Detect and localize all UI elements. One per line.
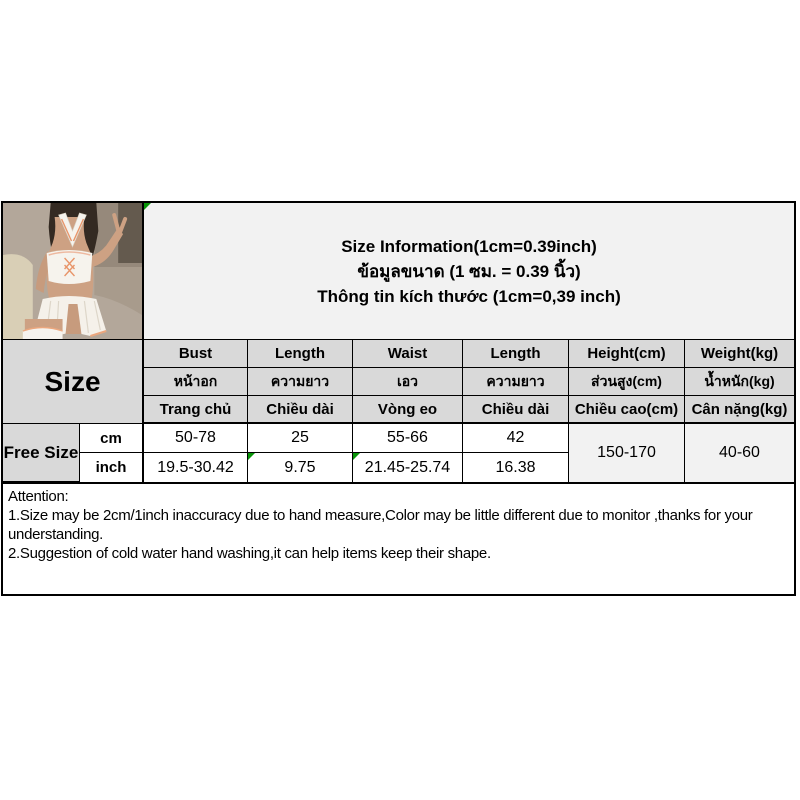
cell-corner-flag-icon bbox=[353, 453, 360, 460]
col-header-length-th: ความยาว bbox=[248, 368, 353, 396]
cell-corner-flag-icon bbox=[144, 203, 151, 210]
col-header-waist-en: Waist bbox=[353, 340, 463, 368]
size-chart-table: Size Information(1cm=0.39inch) ข้อมูลขนา… bbox=[1, 201, 796, 596]
col-header-height-en: Height(cm) bbox=[569, 340, 685, 368]
length-inch-value: 9.75 bbox=[248, 453, 353, 482]
title-line-vietnamese: Thông tin kích thước (1cm=0,39 inch) bbox=[317, 286, 621, 306]
col-header-length-vi: Chiều dài bbox=[248, 396, 353, 424]
attention-note-2: 2.Suggestion of cold water hand washing,… bbox=[8, 545, 491, 562]
unit-label-inch: inch bbox=[80, 453, 144, 482]
waist-inch-text: 21.45-25.74 bbox=[364, 458, 451, 476]
length-inch-text: 9.75 bbox=[284, 458, 316, 476]
bust-cm-value: 50-78 bbox=[144, 424, 248, 453]
cell-corner-flag-icon bbox=[248, 453, 255, 460]
col-header-length-en: Length bbox=[248, 340, 353, 368]
col-header-weight-vi: Cân nặng(kg) bbox=[685, 396, 794, 424]
weight-value: 40-60 bbox=[685, 424, 794, 482]
col-header-weight-th: น้ำหนัก(kg) bbox=[685, 368, 794, 396]
unit-label-cm: cm bbox=[80, 424, 144, 453]
col-header-length2-en: Length bbox=[463, 340, 569, 368]
col-header-bust-th: หน้าอก bbox=[144, 368, 248, 396]
product-photo-illustration bbox=[3, 203, 142, 339]
col-header-bust-vi: Trang chủ bbox=[144, 396, 248, 424]
length2-cm-value: 42 bbox=[463, 424, 569, 453]
col-header-waist-vi: Vòng eo bbox=[353, 396, 463, 424]
product-photo bbox=[3, 203, 144, 340]
height-value: 150-170 bbox=[569, 424, 685, 482]
col-header-weight-en: Weight(kg) bbox=[685, 340, 794, 368]
col-header-waist-th: เอว bbox=[353, 368, 463, 396]
col-header-height-th: ส่วนสูง(cm) bbox=[569, 368, 685, 396]
waist-inch-value: 21.45-25.74 bbox=[353, 453, 463, 482]
col-header-height-vi: Chiều cao(cm) bbox=[569, 396, 685, 424]
bust-inch-value: 19.5-30.42 bbox=[144, 453, 248, 482]
length-cm-value: 25 bbox=[248, 424, 353, 453]
col-header-bust-en: Bust bbox=[144, 340, 248, 368]
length2-inch-value: 16.38 bbox=[463, 453, 569, 482]
attention-heading: Attention: bbox=[8, 488, 69, 505]
col-header-length2-vi: Chiều dài bbox=[463, 396, 569, 424]
size-row-label: Free Size bbox=[3, 424, 80, 482]
size-info-title: Size Information(1cm=0.39inch) ข้อมูลขนา… bbox=[144, 203, 794, 340]
attention-notes: Attention: 1.Size may be 2cm/1inch inacc… bbox=[3, 482, 794, 594]
size-chart-grid: Size Information(1cm=0.39inch) ข้อมูลขนา… bbox=[3, 203, 794, 594]
col-header-length2-th: ความยาว bbox=[463, 368, 569, 396]
attention-note-1: 1.Size may be 2cm/1inch inaccuracy due t… bbox=[8, 507, 753, 543]
title-line-english: Size Information(1cm=0.39inch) bbox=[341, 236, 597, 256]
title-line-thai: ข้อมูลขนาด (1 ซม. = 0.39 นิ้ว) bbox=[357, 261, 581, 281]
size-header: Size bbox=[3, 340, 144, 424]
waist-cm-value: 55-66 bbox=[353, 424, 463, 453]
